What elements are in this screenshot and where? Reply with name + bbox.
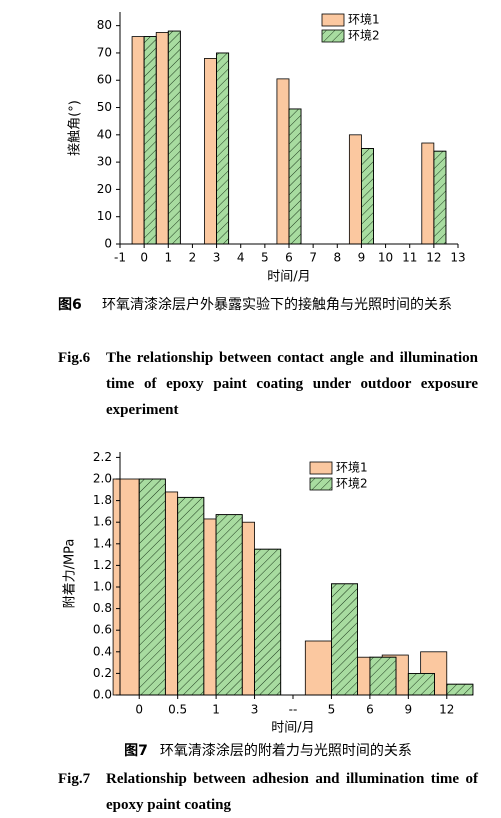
- x-tick-label: 1: [164, 251, 172, 265]
- y-tick-label: 40: [97, 127, 112, 141]
- legend-label: 环境2: [348, 28, 380, 43]
- caption-en: Fig.6 The relationship between contact an…: [58, 345, 478, 423]
- x-tick-label: 6: [285, 251, 293, 265]
- y-tick-label: 1.0: [93, 580, 112, 594]
- y-tick-label: 1.4: [93, 536, 112, 550]
- y-tick-label: 2.2: [93, 450, 112, 464]
- bar-hatch: [216, 52, 230, 245]
- bar-hatch: [143, 36, 157, 245]
- caption-en-label: Fig.6: [58, 350, 91, 366]
- bar-hatch: [446, 683, 474, 696]
- x-tick-label: 7: [309, 251, 317, 265]
- x-tick-label: -1: [114, 251, 126, 265]
- caption-en-text: Relationship between adhesion and illumi…: [106, 771, 478, 813]
- y-tick-label: 20: [97, 182, 112, 196]
- x-tick-label: --: [289, 703, 298, 717]
- y-tick-label: 0: [104, 237, 112, 251]
- x-axis-label: 时间/月: [267, 270, 310, 285]
- y-axis-label: 接触角(°): [67, 100, 83, 156]
- y-tick-label: 1.8: [93, 493, 112, 507]
- bar-hatch: [331, 583, 358, 696]
- caption: 图6 环氧清漆涂层户外暴露实验下的接触角与光照时间的关系: [58, 292, 478, 318]
- x-tick-label: 12: [426, 251, 441, 265]
- x-tick-label: 6: [366, 703, 374, 717]
- bar-hatch: [167, 30, 181, 245]
- x-tick-label: 9: [405, 703, 413, 717]
- bar-hatch: [177, 496, 205, 696]
- x-tick-label: 2: [189, 251, 197, 265]
- legend-label: 环境2: [336, 476, 368, 491]
- bar-hatch: [361, 148, 374, 245]
- bar-hatch: [288, 108, 302, 245]
- x-tick-label: 0.5: [168, 703, 187, 717]
- bar: [204, 58, 217, 245]
- y-tick-label: 80: [97, 18, 112, 32]
- x-axis-label: 时间/月: [271, 721, 314, 736]
- x-tick-label: 11: [402, 251, 417, 265]
- x-tick-label: 10: [378, 251, 393, 265]
- y-tick-label: 60: [97, 73, 112, 87]
- caption-text: 环氧清漆涂层户外暴露实验下的接触角与光照时间的关系: [102, 297, 452, 313]
- caption-label: 图7: [124, 743, 148, 759]
- caption: 图7 环氧清漆涂层的附着力与光照时间的关系: [58, 738, 478, 764]
- x-tick-label: 1: [212, 703, 220, 717]
- y-tick-label: 1.2: [93, 558, 112, 572]
- caption-en: Fig.7 Relationship between adhesion and i…: [58, 766, 478, 818]
- x-tick-label: 5: [261, 251, 269, 265]
- y-tick-label: 1.6: [93, 515, 112, 529]
- bar: [348, 134, 362, 245]
- bar: [304, 640, 332, 696]
- x-tick-label: 5: [328, 703, 336, 717]
- y-tick-label: 0.4: [93, 644, 112, 658]
- y-tick-label: 0.2: [93, 666, 112, 680]
- legend-swatch: [309, 461, 333, 475]
- bar-hatch: [215, 514, 243, 696]
- chart: 0 0.5 1 3 -- 5 6 9 12 0.0 0.2 0.4 0.6 0.8 1.0 1.2 1.4 1.6…: [62, 450, 474, 736]
- caption-text: 环氧清漆涂层的附着力与光照时间的关系: [159, 743, 412, 759]
- bar-hatch: [369, 656, 397, 696]
- y-tick-label: 30: [97, 155, 112, 169]
- x-tick-label: 8: [333, 251, 341, 265]
- legend-swatch: [321, 13, 345, 27]
- legend-label: 环境1: [348, 12, 380, 27]
- x-tick-label: 3: [213, 251, 221, 265]
- bar: [276, 78, 290, 245]
- bar-hatch: [254, 548, 282, 696]
- bar: [421, 142, 435, 245]
- y-tick-label: 70: [97, 45, 112, 59]
- x-tick-label: 12: [439, 703, 454, 717]
- x-tick-label: 3: [251, 703, 259, 717]
- legend-label: 环境1: [336, 460, 368, 475]
- bar-hatch: [433, 150, 447, 245]
- y-axis-label: 附着力/MPa: [62, 539, 78, 609]
- bar-hatch: [407, 672, 435, 696]
- y-tick-label: 0.6: [93, 623, 112, 637]
- x-tick-label: 9: [358, 251, 366, 265]
- x-tick-label: 0: [140, 251, 148, 265]
- y-tick-label: 10: [97, 209, 112, 223]
- bar-hatch: [138, 478, 166, 696]
- caption-en-text: The relationship between contact angle a…: [106, 350, 478, 418]
- y-tick-label: 0.0: [93, 688, 112, 702]
- bar: [131, 36, 145, 245]
- x-tick-label: 13: [450, 251, 465, 265]
- x-tick-label: 0: [135, 703, 143, 717]
- legend-swatch-hatch: [310, 478, 332, 490]
- y-tick-label: 0.8: [93, 601, 112, 615]
- legend-swatch-hatch: [322, 30, 344, 42]
- caption-label: 图6: [58, 297, 82, 313]
- x-tick-label: 4: [237, 251, 245, 265]
- y-tick-label: 2.0: [93, 472, 112, 486]
- chart: -1 0 1 2 3 4 5 6 7 8 9 10 11 12 1301020304050607080时间/…: [67, 12, 466, 285]
- bar: [155, 32, 169, 245]
- y-tick-label: 50: [97, 100, 112, 114]
- caption-en-label: Fig.7: [58, 771, 91, 787]
